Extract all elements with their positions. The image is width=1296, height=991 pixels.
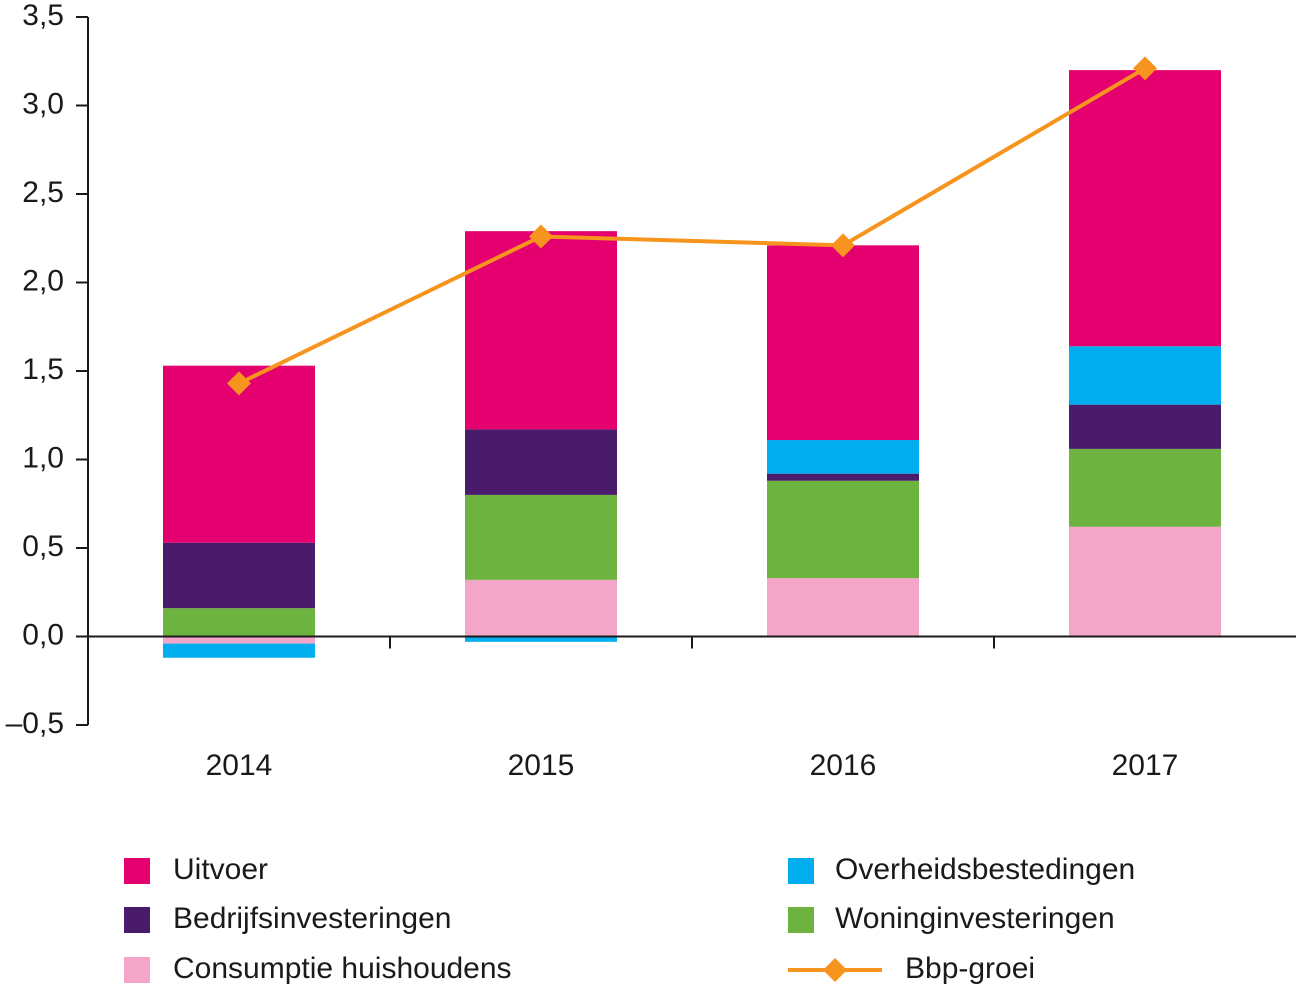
x-tick-label: 2014 (206, 749, 273, 782)
x-tick-label: 2017 (1112, 749, 1179, 782)
x-tick-label: 2015 (508, 749, 575, 782)
bar-segment (767, 480, 919, 579)
bar-segment (163, 608, 315, 637)
y-tick-label: 0,5 (22, 530, 64, 563)
legend-swatch (124, 858, 150, 884)
y-tick-label: 3,0 (22, 87, 64, 120)
legend-swatch (788, 858, 814, 884)
legend-marker (823, 958, 847, 982)
line-marker (227, 371, 251, 396)
bar-segment (1069, 70, 1221, 347)
legend-swatch (124, 957, 150, 983)
line-marker (1133, 56, 1157, 81)
bar-segment (1069, 404, 1221, 449)
bar-segment (465, 231, 617, 430)
bar-segment (465, 636, 617, 642)
bar-segment (767, 440, 919, 474)
legend-label: Uitvoer (173, 853, 268, 886)
legend-label: Bbp-groei (905, 952, 1035, 985)
bar-segment (465, 494, 617, 580)
y-tick-label: 0,0 (22, 618, 64, 651)
x-tick-label: 2016 (810, 749, 877, 782)
line-marker (831, 233, 855, 258)
y-tick-label: 1,0 (22, 441, 64, 474)
y-tick-label: 3,5 (22, 0, 64, 32)
legend-label: Consumptie huishoudens (173, 952, 512, 985)
bar-segment (465, 429, 617, 495)
legend-swatch (124, 907, 150, 933)
y-tick-label: 1,5 (22, 353, 64, 386)
line (238, 66, 1147, 386)
bar-segment (767, 473, 919, 481)
bar-segment (1069, 448, 1221, 527)
y-tick-label: –0,5 (6, 707, 64, 740)
bar-segment (767, 245, 919, 441)
bar-segment (767, 578, 919, 637)
legend-label: Woninginvesteringen (835, 902, 1115, 935)
legend-swatch (788, 907, 814, 933)
bar-segment (1069, 526, 1221, 637)
bar-segment (163, 542, 315, 609)
bar-segment (1069, 346, 1221, 405)
legend-label: Overheidsbestedingen (835, 853, 1135, 886)
bar-segment (465, 579, 617, 637)
y-tick-label: 2,0 (22, 264, 64, 297)
line-marker (529, 224, 553, 249)
y-tick-label: 2,5 (22, 176, 64, 209)
bar-segment (163, 636, 315, 644)
bar-segment (163, 643, 315, 658)
legend-label: Bedrijfsinvesteringen (173, 902, 451, 935)
